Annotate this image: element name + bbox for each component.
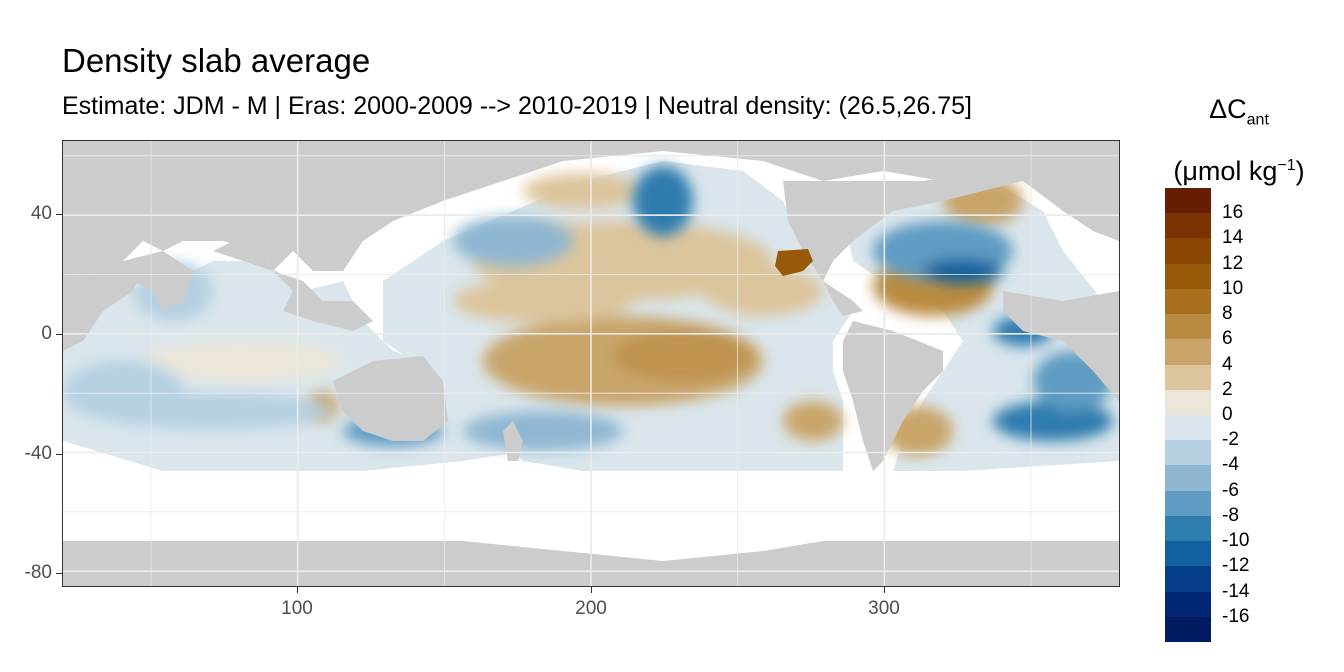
legend-swatch	[1165, 364, 1211, 391]
legend-symbol: ΔC	[1209, 94, 1247, 124]
legend-unit-open: (μmol kg	[1173, 156, 1278, 187]
legend-swatch	[1165, 616, 1211, 643]
legend-label: 10	[1222, 277, 1244, 299]
land-north-america	[783, 171, 1023, 281]
legend-title: ΔCant (μmol kg−1)	[1164, 86, 1314, 194]
brown-patch	[775, 249, 813, 276]
legend-swatch	[1165, 238, 1211, 265]
legend-swatch	[1165, 213, 1211, 239]
legend-swatch	[1165, 541, 1211, 567]
legend-label: -6	[1222, 479, 1239, 501]
land-se-asia	[213, 241, 373, 331]
legend-swatch	[1165, 465, 1211, 492]
legend-label: -4	[1222, 454, 1239, 476]
land-africa-east	[63, 261, 143, 351]
legend-swatch	[1165, 591, 1211, 618]
land-africa	[1003, 291, 1119, 401]
x-tick-100: 100	[281, 598, 313, 619]
legend-label: -2	[1222, 429, 1239, 451]
y-tick-mark-m40	[56, 454, 62, 455]
plot-subtitle: Estimate: JDM - M | Eras: 2000-2009 --> …	[62, 92, 972, 120]
x-tick-300: 300	[868, 598, 900, 619]
legend-label: -16	[1222, 605, 1250, 627]
legend-swatch	[1165, 288, 1211, 315]
legend-colorbar	[1165, 188, 1211, 643]
legend-swatch	[1165, 490, 1211, 517]
legend-label: 0	[1222, 404, 1233, 425]
legend-swatch	[1165, 566, 1211, 593]
legend-label: 14	[1222, 227, 1244, 249]
legend-swatch	[1165, 389, 1211, 416]
legend-label: -8	[1222, 504, 1239, 526]
legend-label: -12	[1222, 555, 1250, 577]
land-north	[63, 141, 1119, 281]
legend-unit-close: )	[1295, 156, 1305, 187]
land-central-america	[823, 281, 863, 316]
y-tick-mark-m80	[56, 573, 62, 574]
x-tick-200: 200	[575, 598, 607, 619]
land-new-zealand	[503, 421, 523, 461]
land-australia	[333, 356, 448, 441]
legend-label: -14	[1222, 580, 1250, 602]
y-tick-40: 40	[30, 203, 52, 224]
legend-swatch	[1165, 263, 1211, 290]
x-tick-mark-100	[297, 587, 298, 593]
legend-label: 8	[1222, 303, 1233, 325]
legend-swatch	[1165, 314, 1211, 340]
legend-swatch	[1165, 188, 1211, 214]
land-europe	[1023, 171, 1119, 241]
land-south-america	[843, 321, 943, 471]
legend-swatch	[1165, 339, 1211, 366]
legend-label: 16	[1222, 202, 1244, 224]
land-india	[123, 251, 193, 311]
legend-label: 12	[1222, 252, 1244, 274]
map-canvas	[63, 141, 1119, 586]
x-tick-mark-300	[884, 587, 885, 593]
legend-label: -10	[1222, 530, 1250, 552]
y-tick-mark-0	[56, 334, 62, 335]
x-tick-mark-200	[591, 587, 592, 593]
y-tick-minus-40: -40	[24, 443, 52, 464]
positive-anomaly-patches	[143, 173, 1023, 456]
map-panel	[62, 140, 1120, 587]
legend-symbol-sub: ant	[1246, 111, 1269, 129]
legend-swatch	[1165, 440, 1211, 466]
y-tick-mark-40	[56, 214, 62, 215]
no-data-gridlines	[63, 141, 1119, 586]
y-tick-0: 0	[41, 323, 52, 344]
legend-swatch	[1165, 515, 1211, 542]
plot-title: Density slab average	[62, 42, 371, 79]
legend-swatch	[1165, 415, 1211, 441]
legend-unit-sup: −1	[1277, 157, 1296, 175]
legend-label: 2	[1222, 378, 1233, 400]
legend-label: 6	[1222, 328, 1233, 350]
legend-label: 4	[1222, 353, 1233, 375]
y-tick-minus-80: -80	[24, 562, 52, 583]
